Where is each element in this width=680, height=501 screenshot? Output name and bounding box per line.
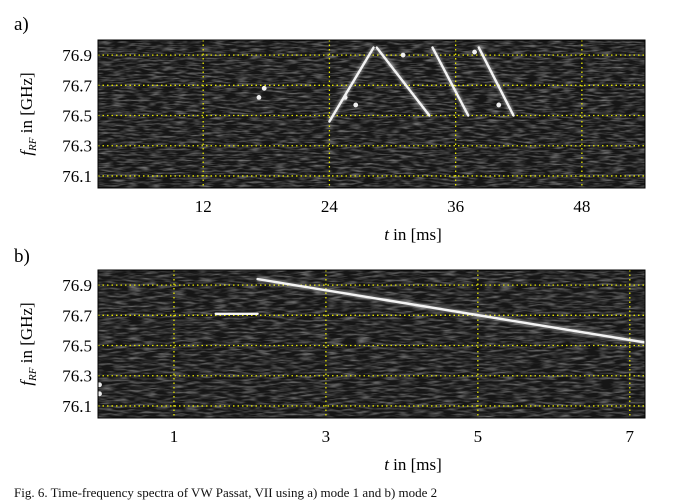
signal-point <box>353 102 359 108</box>
y-tick-label: 76.1 <box>62 397 92 416</box>
y-tick-label: 76.3 <box>62 367 92 386</box>
x-tick-label: 1 <box>170 427 179 446</box>
signal-point <box>261 85 267 91</box>
panel-b: b) 76.1 76.3 76.5 76.7 76.9 1 3 5 7 t in [ms] f… <box>14 246 647 474</box>
y-tick-label: 76.1 <box>62 167 92 186</box>
x-tick-label: 12 <box>195 197 212 216</box>
signal-point <box>472 49 477 55</box>
y-axis-label: fRF in [GHz] <box>17 302 39 385</box>
panel-label: b) <box>14 246 30 267</box>
y-tick-label: 76.3 <box>62 137 92 156</box>
x-tick-label: 24 <box>321 197 339 216</box>
panel-label: a) <box>14 14 29 35</box>
signal-point <box>400 52 406 58</box>
x-axis-label: t in [ms] <box>384 225 442 244</box>
signal-trace <box>477 46 515 117</box>
signal-trace <box>256 277 647 344</box>
panel-a: a) 76.1 76.3 76.5 76.7 76.9 12 24 36 48 t in [m… <box>14 14 646 244</box>
plot-frame <box>97 269 646 419</box>
y-tick-label: 76.7 <box>62 76 92 95</box>
x-tick-label: 3 <box>322 427 331 446</box>
x-tick-label: 7 <box>626 427 635 446</box>
y-tick-label: 76.9 <box>62 276 92 295</box>
x-tick-label: 36 <box>447 197 464 216</box>
y-tick-label: 76.9 <box>62 46 92 65</box>
signal-point <box>256 94 262 100</box>
x-tick-label: 48 <box>573 197 590 216</box>
spectrogram-noise <box>98 270 645 418</box>
signal-trace <box>431 46 470 117</box>
y-axis-label: fRF in [GHz] <box>17 72 39 155</box>
figure-caption: Fig. 6. Time-frequency spectra of VW Pas… <box>14 485 438 500</box>
spectrogram-noise <box>98 40 645 188</box>
signal-point <box>496 102 502 108</box>
plot-frame <box>97 39 646 189</box>
x-axis-label: t in [ms] <box>384 455 442 474</box>
signal-trace <box>375 46 431 117</box>
y-tick-label: 76.5 <box>62 337 92 356</box>
y-tick-label: 76.7 <box>62 306 92 325</box>
signal-point <box>342 94 348 100</box>
signal-trace <box>328 46 375 123</box>
y-tick-label: 76.5 <box>62 107 92 126</box>
x-tick-label: 5 <box>474 427 483 446</box>
